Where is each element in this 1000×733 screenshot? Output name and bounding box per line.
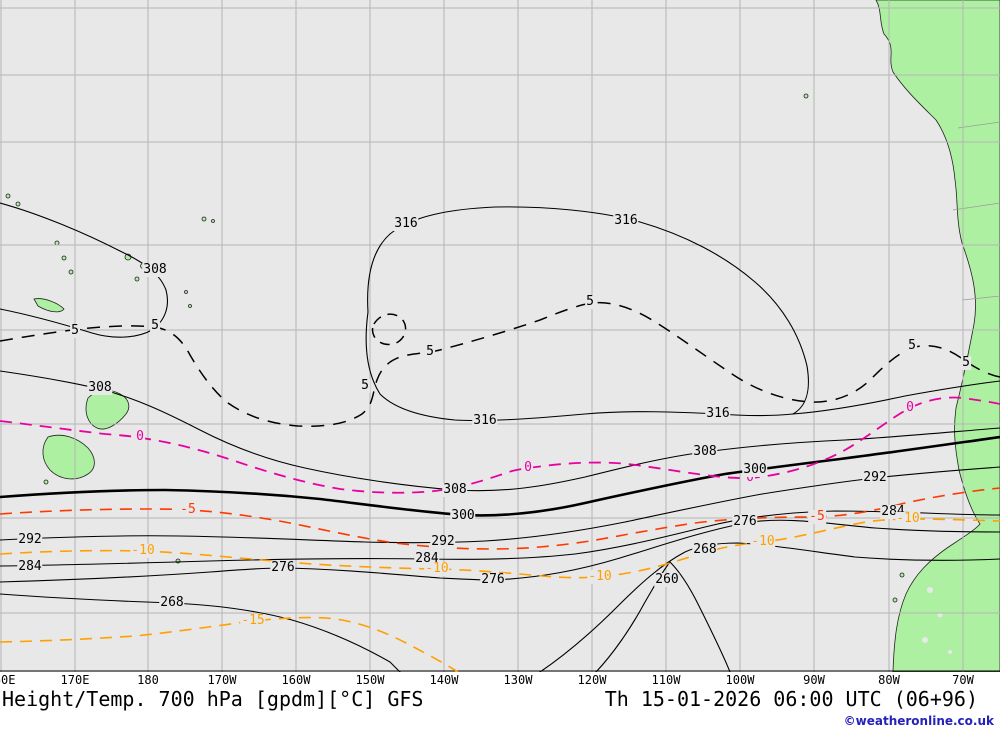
- island: [61, 255, 67, 261]
- height-contour-300-bold: [0, 435, 1000, 517]
- height-contour-268-west: [0, 593, 401, 672]
- map-title: Height/Temp. 700 hPa [gpdm][°C] GFS: [2, 687, 424, 711]
- height-contour-292: [0, 466, 1000, 544]
- height-contour-308-hook: [0, 202, 169, 338]
- axis-label-130W: 130W: [503, 673, 533, 687]
- axis-label-170E: 170E: [60, 673, 90, 687]
- island: [134, 276, 140, 282]
- axis-label-180: 180: [137, 673, 159, 687]
- axis-label-70W: 70W: [952, 673, 974, 687]
- axis-label-90W: 90W: [803, 673, 825, 687]
- height-contour-316-upper: [367, 206, 810, 415]
- weather-map: 308 316 316 5 5 5 5 5 5 5 308 316 316 0 0 0 0 308 300 292 30…: [0, 0, 1000, 672]
- island: [5, 193, 11, 199]
- axis-label-80W: 80W: [878, 673, 900, 687]
- temp-contour-minus5: [0, 487, 1000, 550]
- map-valid-time: Th 15-01-2026 06:00 UTC (06+96): [604, 687, 978, 711]
- island: [184, 290, 188, 294]
- fjords: [922, 587, 952, 654]
- height-contour-316-east: [792, 380, 1000, 415]
- temp-contour-minus15: [0, 616, 459, 672]
- land-nz-south-island: [42, 434, 95, 480]
- axis-label-100W: 100W: [725, 673, 755, 687]
- island: [43, 479, 49, 485]
- island: [188, 304, 192, 308]
- height-contour-316-lower: [365, 311, 794, 422]
- country-borders: [952, 121, 1000, 301]
- grid-layer: [0, 0, 1000, 672]
- island: [54, 240, 60, 246]
- temp-contour-plus5-cell: [371, 313, 407, 346]
- axis-label-150W: 150W: [355, 673, 385, 687]
- island: [803, 93, 809, 99]
- height-contour-260: [595, 561, 731, 672]
- copyright-link[interactable]: ©weatheronline.co.uk: [843, 714, 994, 728]
- height-contour-268-east: [539, 542, 1000, 672]
- temp-contour-plus5: [0, 301, 1000, 427]
- temp-contour-layer: [0, 301, 1000, 672]
- island: [899, 572, 905, 578]
- temp-contour-zero: [0, 396, 1000, 494]
- land-south-america: [875, 0, 1000, 672]
- height-contour-layer: [0, 202, 1000, 672]
- axis-label-160E: 160E: [0, 673, 16, 687]
- axis-labels: 160E 170E 180 170W 160W 150W 140W 130W 120W 110W 1…: [0, 672, 1000, 688]
- island: [15, 201, 21, 207]
- grid-parallels: [0, 7, 1000, 614]
- axis-label-120W: 120W: [577, 673, 607, 687]
- map-canvas: [0, 0, 1000, 672]
- land-layer: [5, 0, 1000, 672]
- height-contour-284: [0, 510, 1000, 567]
- land-new-caledonia: [33, 298, 65, 313]
- island: [892, 597, 898, 603]
- island: [201, 216, 207, 222]
- axis-label-110W: 110W: [651, 673, 681, 687]
- island: [211, 219, 215, 223]
- island: [68, 269, 74, 275]
- height-contour-308: [0, 370, 1000, 492]
- axis-label-140W: 140W: [429, 673, 459, 687]
- axis-label-160W: 160W: [281, 673, 311, 687]
- axis-label-170W: 170W: [207, 673, 237, 687]
